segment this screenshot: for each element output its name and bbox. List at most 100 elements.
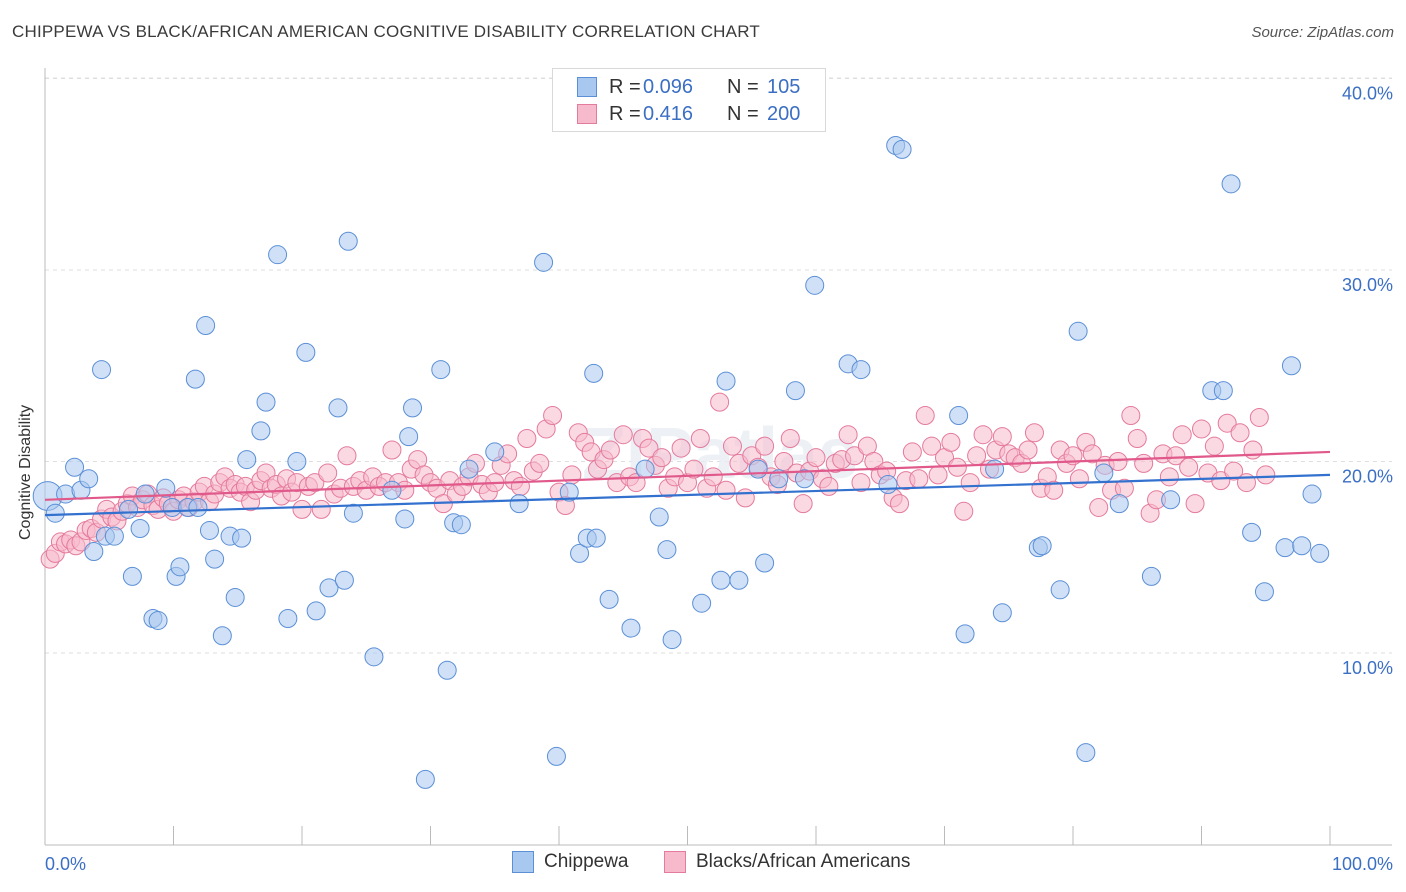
point-chippewa [1281,356,1301,376]
point-chippewa [485,442,505,462]
point-blacks [710,392,730,412]
point-chippewa [794,469,814,489]
legend-swatch-blacks [577,104,597,124]
point-chippewa [278,609,298,629]
point-chippewa [122,566,142,586]
point-blacks [652,448,672,468]
point-blacks [915,406,935,426]
point-blacks [967,446,987,466]
point-blacks [722,436,742,456]
point-blacks [735,488,755,508]
y-tick-label: 10.0% [1342,658,1393,678]
point-blacks [1179,457,1199,477]
point-chippewa [509,494,529,514]
point-chippewa [570,543,590,563]
x-tick-label: 0.0% [45,854,86,874]
point-chippewa [296,342,316,362]
point-chippewa [328,398,348,418]
point-chippewa [188,497,208,517]
point-chippewa [212,626,232,646]
point-blacks [954,501,974,521]
point-blacks [806,448,826,468]
point-chippewa [196,316,216,336]
point-chippewa [635,459,655,479]
point-chippewa [185,369,205,389]
point-blacks [517,429,537,449]
point-chippewa [748,459,768,479]
point-blacks [311,499,331,519]
point-chippewa [805,275,825,295]
point-blacks [671,438,691,458]
point-chippewa [319,578,339,598]
point-blacks [1082,444,1102,464]
point-chippewa [729,570,749,590]
legend-row-blacks: R = 0.416 N = 200 [577,101,800,127]
point-blacks [382,440,402,460]
point-blacks [318,463,338,483]
series-swatch-blacks [664,851,686,873]
point-blacks [639,438,659,458]
legend-n-value: 105 [767,75,801,98]
point-blacks [780,429,800,449]
point-chippewa [586,528,606,548]
series-legend-blacks[interactable]: Blacks/African Americans [664,851,910,873]
point-chippewa [649,507,669,527]
point-blacks [600,440,620,460]
source-label: Source: ZipAtlas.com [1251,24,1394,41]
point-chippewa [892,139,912,159]
point-blacks [960,473,980,493]
point-blacks [909,469,929,489]
point-chippewa [534,252,554,272]
point-chippewa [338,231,358,251]
legend-r-label: R = [609,75,641,98]
point-blacks [928,465,948,485]
series-swatch-chippewa [512,851,534,873]
point-blacks [716,480,736,500]
point-blacks [305,473,325,493]
point-chippewa [135,484,155,504]
y-tick-label: 20.0% [1342,467,1393,487]
point-chippewa [251,421,271,441]
point-chippewa [148,610,168,630]
point-blacks [1172,425,1192,445]
point-chippewa [599,589,619,609]
trendline-blacks [44,450,1331,501]
point-chippewa [1141,566,1161,586]
trendline-chippewa [44,473,1331,517]
point-chippewa [65,457,85,477]
point-blacks [973,425,993,445]
point-chippewa [92,360,112,380]
point-chippewa [156,478,176,498]
point-blacks [819,476,839,496]
point-chippewa [559,482,579,502]
point-chippewa [415,769,435,789]
legend-swatch-chippewa [577,77,597,97]
point-chippewa [1242,522,1262,542]
chart-title: CHIPPEWA VS BLACK/AFRICAN AMERICAN COGNI… [12,22,760,41]
legend-r-value: 0.096 [643,75,694,98]
point-blacks [613,425,633,445]
point-chippewa [785,381,805,401]
legend-row-chippewa: R = 0.096 N = 105 [577,74,800,100]
point-chippewa [403,398,423,418]
legend-r-value: 0.416 [643,102,694,125]
y-tick-label: 40.0% [1342,84,1393,104]
point-chippewa [985,459,1005,479]
point-chippewa [1032,536,1052,556]
point-chippewa [199,520,219,540]
point-chippewa [170,557,190,577]
legend-r-label: R = [609,102,641,125]
point-chippewa [205,549,225,569]
series-legend-chippewa[interactable]: Chippewa [512,851,629,873]
point-chippewa [755,553,775,573]
point-chippewa [546,746,566,766]
point-chippewa [851,360,871,380]
point-chippewa [268,245,288,265]
point-blacks [774,452,794,471]
point-blacks [851,473,871,493]
point-chippewa [130,519,150,539]
point-chippewa [1302,484,1322,504]
point-chippewa [657,540,677,560]
point-blacks [1018,440,1038,460]
correlation-legend: R = 0.096 N = 105 R = 0.416 N = 200 [552,68,826,132]
